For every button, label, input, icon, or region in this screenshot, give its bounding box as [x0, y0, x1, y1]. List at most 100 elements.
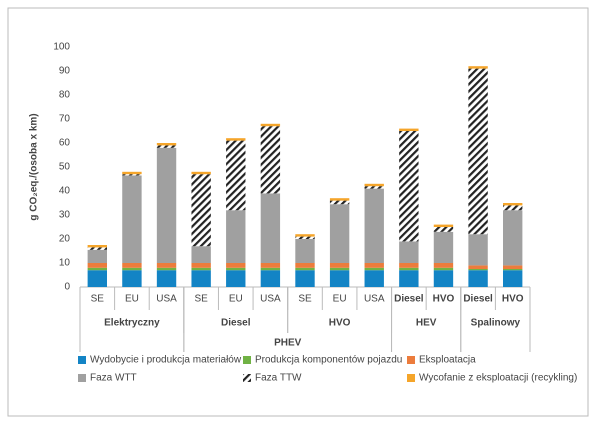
bar-segment [226, 140, 246, 211]
legend-swatch [243, 374, 251, 382]
bar-segment [503, 203, 523, 206]
bar-segment [433, 267, 454, 271]
bar-segment [156, 145, 177, 148]
group-label: HEV [416, 318, 437, 329]
x-tick-label: SE [298, 294, 312, 305]
bar-segment [191, 174, 211, 247]
legend-label: Faza TTW [255, 373, 302, 384]
bar-segment [122, 175, 142, 263]
bar-segment [364, 267, 384, 271]
bar-segment [87, 267, 107, 271]
bar-segment [503, 269, 523, 271]
bar-segment [399, 131, 419, 242]
bar-segment [122, 263, 142, 268]
bar-segment [468, 234, 488, 266]
x-tick-label: EU [229, 294, 243, 305]
bar-segment [399, 267, 419, 271]
bar-segment [191, 263, 211, 268]
bar-segment [87, 247, 107, 250]
bar-segment [122, 267, 142, 271]
bar-segment [433, 263, 454, 268]
bar-segment [329, 200, 350, 205]
bar-segment [329, 270, 350, 287]
legend-swatch [407, 374, 415, 382]
bar-segment [295, 263, 315, 268]
y-tick-label: 20 [59, 234, 71, 245]
y-axis-label: g CO₂eq./(osoba x km) [29, 113, 40, 220]
legend-label: Faza WTT [90, 373, 137, 384]
bar-segment [433, 227, 454, 232]
y-tick-label: 0 [64, 282, 70, 293]
bar-segment [260, 123, 281, 127]
bar-segment [364, 263, 384, 268]
y-tick-label: 30 [59, 210, 71, 221]
y-tick-label: 90 [59, 66, 71, 77]
bar-segment [433, 231, 454, 263]
bar-segment [191, 246, 211, 263]
bar-segment [260, 267, 281, 271]
x-tick-label: SE [194, 294, 208, 305]
bar-segment [295, 267, 315, 271]
subgroup-label: Diesel [221, 318, 251, 329]
bar-segment [87, 245, 107, 248]
legend-swatch [407, 356, 415, 364]
x-tick-label: HVO [502, 294, 524, 305]
bar-segment [468, 270, 488, 287]
bar-segment [295, 234, 315, 237]
bar-segment [226, 210, 246, 263]
bar-segment [364, 188, 384, 263]
bar-segment [156, 263, 177, 268]
bar-segment [399, 263, 419, 268]
frame [7, 7, 589, 417]
bar-segment [87, 263, 107, 268]
bar-segment [364, 270, 384, 287]
bar-segment [87, 270, 107, 287]
group-label: Spalinowy [471, 318, 521, 329]
y-tick-label: 100 [53, 42, 70, 53]
bar-segment [226, 138, 246, 141]
bar-segment [156, 267, 177, 271]
bar-segment [364, 183, 384, 187]
bar-segment [122, 270, 142, 287]
bar-segment [260, 126, 281, 194]
bar-segment [364, 186, 384, 189]
bar-segment [260, 270, 281, 287]
x-tick-label: HVO [433, 294, 455, 305]
subgroup-label: HVO [329, 318, 351, 329]
legend-swatch [78, 356, 86, 364]
x-tick-label: USA [364, 294, 385, 305]
legend-label: Eksploatacja [419, 355, 476, 366]
bar-segment [156, 143, 177, 146]
bar-segment [433, 270, 454, 287]
bar-segment [399, 241, 419, 263]
y-tick-label: 60 [59, 138, 71, 149]
x-tick-label: EU [125, 294, 139, 305]
bar-segment [295, 239, 315, 263]
y-tick-label: 10 [59, 258, 71, 269]
y-tick-label: 40 [59, 186, 71, 197]
bar-segment [260, 263, 281, 268]
bar-segment [295, 270, 315, 287]
bar-segment [191, 171, 211, 175]
y-tick-label: 80 [59, 90, 71, 101]
x-tick-label: EU [333, 294, 347, 305]
bar-segment [191, 270, 211, 287]
x-tick-label: Diesel [394, 294, 424, 305]
x-tick-label: USA [260, 294, 281, 305]
legend-swatch [243, 356, 251, 364]
bar-segment [399, 128, 419, 131]
bar-segment [503, 205, 523, 211]
bar-segment [295, 236, 315, 239]
bar-segment [191, 267, 211, 271]
bar-segment [226, 263, 246, 268]
bar-segment [122, 171, 142, 175]
bar-segment [226, 270, 246, 287]
bar-segment [468, 269, 488, 271]
y-tick-label: 50 [59, 162, 71, 173]
bar-segment [433, 224, 454, 227]
bar-segment [329, 267, 350, 271]
y-tick-label: 70 [59, 114, 71, 125]
bar-segment [156, 147, 177, 263]
bar-segment [329, 198, 350, 201]
bar-segment [260, 193, 281, 263]
